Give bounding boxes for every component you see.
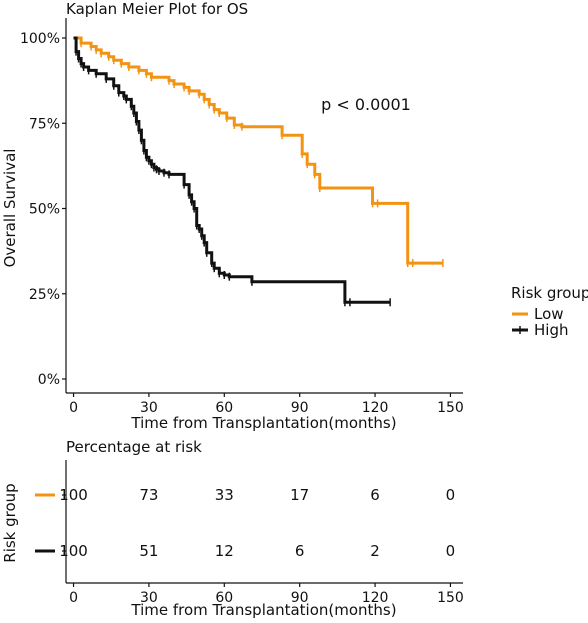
risk-cell-high: 100	[59, 542, 88, 560]
risk-cell-low: 6	[370, 486, 380, 504]
x-axis-label: Time from Transplantation(months)	[130, 414, 396, 432]
chart-title: Kaplan Meier Plot for OS	[66, 0, 248, 18]
risk-x-tick-label: 60	[215, 590, 233, 606]
risk-cell-high: 2	[370, 542, 380, 560]
risk-cell-high: 51	[139, 542, 158, 560]
risk-cell-low: 17	[290, 486, 309, 504]
y-tick-label: 0%	[38, 372, 60, 388]
y-axis-label: Overall Survival	[1, 149, 19, 268]
legend-title: Risk group	[511, 284, 588, 302]
x-tick-label: 0	[69, 400, 78, 416]
risk-table-y-label: Risk group	[1, 483, 19, 562]
risk-x-tick-label: 90	[291, 590, 309, 606]
x-tick-label: 60	[215, 400, 233, 416]
y-tick-label: 75%	[29, 116, 60, 132]
risk-cell-high: 6	[295, 542, 305, 560]
x-tick-label: 120	[362, 400, 389, 416]
y-tick-label: 50%	[29, 202, 60, 218]
legend-label-low: Low	[534, 305, 564, 323]
risk-x-tick-label: 150	[437, 590, 464, 606]
series-line-low	[73, 36, 443, 265]
risk-cell-high: 0	[446, 542, 456, 560]
survival-plot-area: 0% 25% 50% 75% 100% 0 30 60 90 120 150	[20, 18, 464, 416]
risk-table-title: Percentage at risk	[66, 438, 202, 456]
legend-label-high: High	[534, 321, 568, 339]
risk-cell-low: 33	[215, 486, 234, 504]
x-tick-label: 30	[140, 400, 158, 416]
risk-x-tick-label: 120	[362, 590, 389, 606]
x-tick-label: 90	[291, 400, 309, 416]
risk-table-x-label: Time from Transplantation(months)	[130, 601, 396, 619]
risk-cell-low: 0	[446, 486, 456, 504]
y-tick-label: 100%	[20, 31, 60, 47]
risk-x-tick-label: 0	[69, 590, 78, 606]
p-value-annotation: p < 0.0001	[321, 95, 411, 114]
risk-cell-high: 12	[215, 542, 234, 560]
series-line-high	[73, 36, 391, 304]
x-tick-label: 150	[437, 400, 464, 416]
y-tick-label: 25%	[29, 287, 60, 303]
risk-cell-low: 100	[59, 486, 88, 504]
risk-x-tick-label: 30	[140, 590, 158, 606]
risk-cell-low: 73	[139, 486, 158, 504]
